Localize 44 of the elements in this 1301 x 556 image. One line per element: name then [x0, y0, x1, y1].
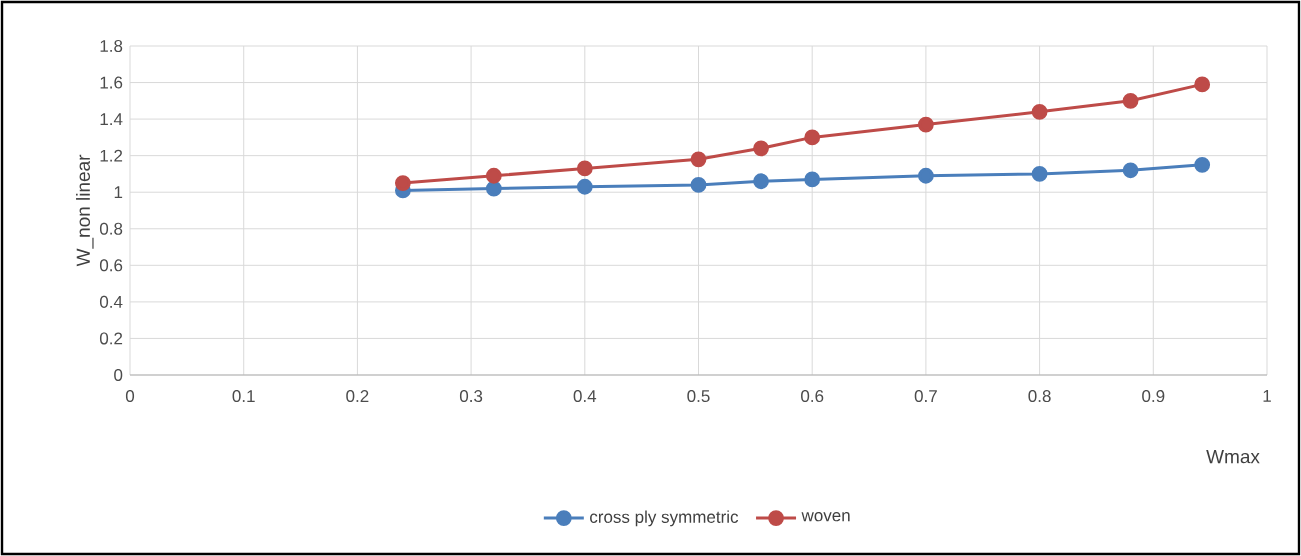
y-tick-label: 0.4: [99, 295, 123, 308]
x-tick-label: 0.5: [687, 390, 710, 403]
y-tick-label: 1.2: [100, 149, 123, 162]
x-tick-label: 1: [1263, 390, 1271, 402]
y-tick-label: 0: [114, 368, 123, 381]
point: [576, 178, 593, 195]
point: [804, 129, 821, 146]
x-tick-label: 0.9: [1142, 390, 1165, 403]
x-tick-label: 0.3: [459, 390, 483, 403]
x-tick-label: 0.6: [801, 390, 824, 403]
point: [753, 140, 769, 157]
point: [690, 151, 707, 168]
point: [485, 180, 502, 197]
point: [1194, 156, 1211, 173]
y-tick-label: 1.8: [100, 39, 123, 52]
x-tick-label: 0.8: [1028, 390, 1051, 403]
point: [576, 160, 593, 177]
point: [1122, 92, 1139, 109]
point: [804, 171, 821, 188]
point: [1031, 166, 1048, 182]
point: [485, 167, 502, 184]
legend-label: cross ply symmetric: [590, 510, 739, 527]
point: [1194, 76, 1211, 93]
point: [1122, 162, 1139, 179]
x-tick-label: 0.4: [573, 390, 597, 403]
point: [394, 175, 411, 191]
point: [690, 177, 707, 193]
legend-label: woven: [801, 512, 850, 522]
y-tick-label: 1: [114, 186, 123, 199]
point: [918, 167, 934, 184]
y-axis-title: W_non linear: [76, 154, 94, 267]
y-tick-label: 1.6: [100, 76, 123, 89]
point: [753, 173, 769, 190]
x-axis-title: Wmax: [1206, 450, 1260, 464]
x-tick-label: 0.1: [232, 390, 255, 403]
x-tick-label: 0: [125, 390, 135, 403]
point: [1031, 103, 1048, 120]
point: [918, 116, 934, 133]
y-tick-label: 0.6: [99, 259, 123, 272]
x-tick-label: 0.7: [914, 390, 937, 403]
y-tick-label: 0.2: [99, 332, 123, 345]
x-tick-label: 0.2: [346, 390, 369, 403]
y-tick-label: 0.8: [99, 222, 123, 235]
y-tick-label: 1.4: [100, 113, 123, 125]
